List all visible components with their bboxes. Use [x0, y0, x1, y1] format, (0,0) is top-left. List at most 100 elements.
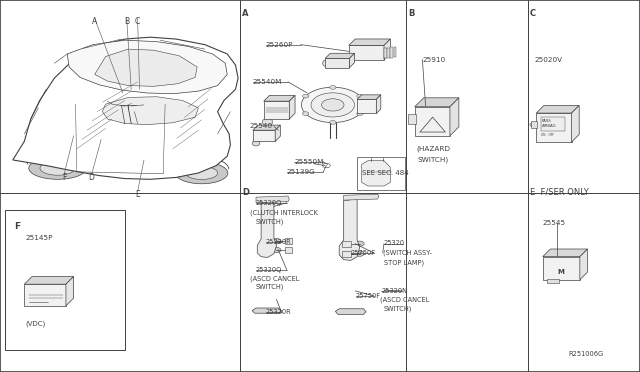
- Polygon shape: [66, 276, 74, 306]
- Circle shape: [439, 132, 442, 134]
- Text: B: B: [124, 17, 129, 26]
- Text: A: A: [92, 17, 97, 26]
- Text: A: A: [242, 9, 248, 18]
- Bar: [394, 47, 396, 57]
- Text: SWITCH): SWITCH): [256, 284, 284, 291]
- Polygon shape: [339, 198, 360, 260]
- Text: C: C: [530, 9, 536, 18]
- Circle shape: [431, 132, 434, 134]
- Bar: [342, 241, 351, 247]
- Polygon shape: [543, 257, 580, 280]
- Text: R251006G: R251006G: [568, 351, 604, 357]
- Text: 25750F: 25750F: [356, 293, 381, 299]
- Text: SWITCH): SWITCH): [417, 157, 449, 163]
- Bar: [541, 117, 565, 131]
- Bar: [384, 48, 387, 58]
- Ellipse shape: [186, 166, 218, 179]
- Ellipse shape: [322, 99, 344, 111]
- Polygon shape: [335, 309, 366, 314]
- Polygon shape: [344, 194, 379, 200]
- Circle shape: [120, 100, 136, 109]
- Bar: [547, 279, 559, 283]
- Text: E  F/SER ONLY: E F/SER ONLY: [530, 188, 589, 197]
- Polygon shape: [349, 39, 390, 45]
- Circle shape: [420, 132, 422, 134]
- Polygon shape: [253, 125, 280, 130]
- Circle shape: [551, 266, 572, 278]
- Text: 25540M: 25540M: [253, 79, 282, 85]
- Text: 25320: 25320: [384, 240, 405, 246]
- Text: 25145P: 25145P: [26, 235, 53, 241]
- Polygon shape: [67, 40, 227, 94]
- Polygon shape: [264, 96, 295, 101]
- Text: 25540: 25540: [250, 124, 273, 129]
- Ellipse shape: [252, 140, 260, 146]
- Text: 25910: 25910: [422, 57, 445, 62]
- Circle shape: [355, 251, 364, 256]
- Text: ON   OFF: ON OFF: [541, 133, 554, 137]
- Circle shape: [272, 247, 281, 253]
- Text: F: F: [62, 173, 66, 182]
- Text: SWITCH): SWITCH): [384, 305, 412, 312]
- Ellipse shape: [311, 93, 355, 117]
- Bar: [390, 47, 393, 58]
- Text: PASS
AIRBAG: PASS AIRBAG: [542, 119, 557, 128]
- Bar: [357, 157, 405, 190]
- Text: 25320Q: 25320Q: [256, 200, 282, 206]
- Bar: [5, 210, 125, 350]
- Ellipse shape: [175, 162, 228, 184]
- Circle shape: [303, 112, 309, 115]
- Polygon shape: [289, 96, 295, 119]
- Polygon shape: [349, 45, 384, 60]
- Circle shape: [428, 132, 430, 134]
- Polygon shape: [536, 113, 572, 142]
- Text: 25139G: 25139G: [287, 169, 316, 175]
- Text: E: E: [135, 190, 140, 199]
- Polygon shape: [252, 308, 282, 313]
- Text: (HAZARD: (HAZARD: [416, 145, 450, 152]
- Polygon shape: [24, 284, 66, 306]
- Polygon shape: [349, 53, 355, 68]
- Polygon shape: [415, 98, 459, 107]
- Circle shape: [330, 121, 336, 124]
- Bar: [408, 114, 416, 124]
- Bar: [342, 251, 351, 257]
- Circle shape: [356, 94, 363, 98]
- Polygon shape: [543, 249, 588, 257]
- Polygon shape: [376, 95, 381, 113]
- Circle shape: [530, 122, 538, 127]
- Circle shape: [356, 112, 363, 115]
- Text: M: M: [558, 269, 564, 275]
- Circle shape: [443, 132, 445, 134]
- Text: 25320R: 25320R: [266, 310, 291, 315]
- Polygon shape: [536, 105, 579, 113]
- Polygon shape: [572, 105, 579, 142]
- Polygon shape: [357, 99, 376, 113]
- Polygon shape: [325, 53, 355, 58]
- Polygon shape: [24, 276, 74, 284]
- Circle shape: [330, 86, 336, 89]
- Text: 25550M: 25550M: [294, 159, 324, 165]
- Polygon shape: [450, 98, 459, 136]
- Text: B: B: [408, 9, 415, 18]
- Bar: [285, 238, 292, 244]
- Bar: [285, 247, 292, 253]
- Ellipse shape: [29, 157, 86, 179]
- Text: 25320R: 25320R: [266, 239, 291, 245]
- Circle shape: [435, 132, 438, 134]
- Text: F: F: [14, 222, 20, 231]
- Ellipse shape: [301, 87, 364, 123]
- Text: 25545: 25545: [543, 220, 566, 226]
- Polygon shape: [275, 125, 280, 141]
- Bar: [387, 48, 390, 58]
- Polygon shape: [357, 95, 381, 99]
- Polygon shape: [580, 249, 588, 280]
- Polygon shape: [257, 201, 276, 257]
- Polygon shape: [253, 130, 275, 141]
- Circle shape: [323, 163, 330, 168]
- Circle shape: [424, 132, 426, 134]
- Ellipse shape: [40, 161, 76, 175]
- Polygon shape: [384, 39, 390, 60]
- Text: (CLUTCH INTERLOCK: (CLUTCH INTERLOCK: [250, 209, 317, 216]
- Text: 25320N: 25320N: [381, 288, 408, 294]
